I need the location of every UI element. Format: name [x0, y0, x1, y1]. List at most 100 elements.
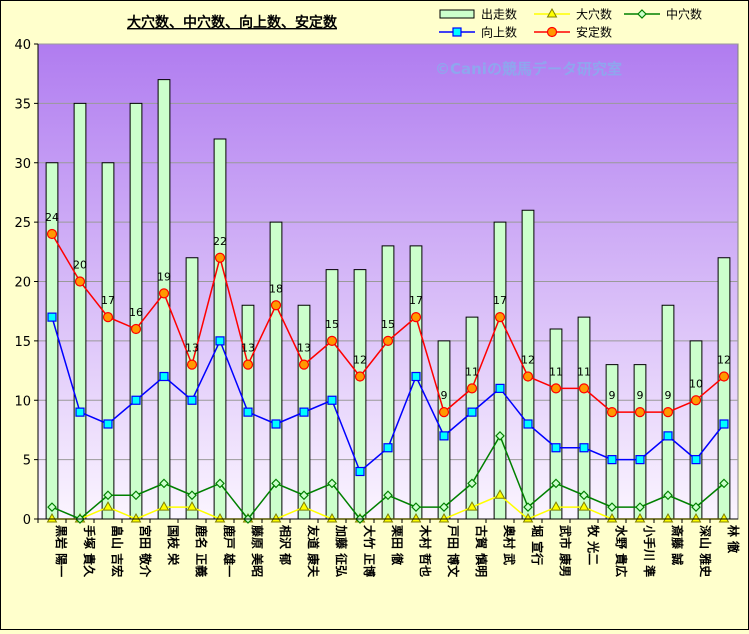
data-point [523, 502, 533, 512]
data-label: 18 [269, 282, 283, 295]
data-point [607, 455, 617, 465]
data-point [298, 501, 310, 511]
data-point [411, 502, 421, 512]
x-tick-label: 鹿戸 雄一 [222, 525, 237, 577]
data-point [606, 512, 618, 523]
data-label: 24 [45, 211, 59, 224]
data-point [326, 335, 338, 346]
data-point [578, 383, 590, 394]
data-point [606, 407, 618, 418]
data-point [467, 478, 477, 489]
x-tick-label: 戸田 博文 [446, 525, 461, 578]
data-label: 15 [325, 318, 339, 331]
data-point [102, 501, 114, 511]
data-label: 12 [521, 354, 535, 367]
data-label: 20 [73, 259, 87, 272]
y-tick-label: 10 [14, 394, 31, 409]
data-label: 9 [637, 389, 644, 402]
x-tick-label: 木村 哲也 [418, 524, 433, 577]
bar [213, 138, 227, 520]
data-point [579, 443, 589, 453]
legend-swatch [439, 9, 475, 19]
y-tick-label: 0 [23, 513, 31, 528]
data-point [159, 478, 169, 489]
data-point [299, 490, 309, 501]
data-point [102, 312, 114, 323]
data-point [438, 407, 450, 418]
data-point [187, 395, 197, 405]
data-point [662, 512, 674, 523]
data-point [298, 359, 310, 370]
data-point [382, 512, 394, 523]
data-label: 13 [297, 342, 311, 355]
data-point [578, 501, 590, 511]
data-point [159, 371, 169, 382]
data-point [718, 512, 730, 523]
data-label: 10 [689, 377, 703, 390]
data-label: 17 [101, 294, 115, 307]
data-point [158, 501, 170, 511]
data-point [690, 395, 702, 406]
data-point [663, 431, 673, 441]
bar [73, 102, 87, 520]
data-point [410, 312, 422, 323]
x-tick-label: 深山 雅史 [698, 525, 713, 578]
x-tick-label: 藤原 美昭 [250, 524, 265, 577]
data-point [326, 512, 338, 523]
data-point [607, 502, 617, 512]
data-point [546, 26, 558, 38]
x-tick-label: 武市 康男 [558, 525, 573, 577]
data-point [634, 407, 646, 418]
data-label: 11 [577, 365, 591, 378]
x-tick-label: 黒岩 陽一 [54, 525, 69, 577]
data-point [74, 276, 86, 287]
bar [605, 364, 619, 520]
data-point [718, 371, 730, 382]
data-point [214, 512, 226, 523]
data-point [382, 335, 394, 346]
bar [549, 328, 563, 520]
data-point [271, 478, 281, 489]
data-point [523, 419, 533, 429]
bar [689, 340, 703, 520]
data-label: 16 [129, 306, 143, 319]
y-tick-label: 20 [14, 276, 31, 291]
x-tick-label: 友道 康夫 [306, 524, 321, 578]
data-point [637, 9, 647, 19]
data-point [327, 395, 337, 405]
data-label: 12 [717, 354, 731, 367]
data-point [186, 501, 198, 511]
data-point [522, 512, 534, 523]
data-point [663, 490, 673, 501]
x-tick-label: 奥村 武 [502, 525, 517, 565]
data-point [439, 502, 449, 512]
x-tick-label: 堀 宣行 [530, 525, 545, 565]
legend-label: 中穴数 [666, 7, 702, 22]
data-point [690, 512, 702, 523]
x-tick-label: 畠山 吉宏 [110, 525, 125, 577]
data-point [452, 27, 462, 37]
data-label: 11 [465, 365, 479, 378]
data-point [546, 7, 558, 18]
x-tick-label: 宮田 敬介 [138, 525, 153, 578]
x-tick-label: 相沢 郁 [278, 525, 293, 565]
series-markers [46, 228, 730, 524]
data-label: 9 [441, 389, 448, 402]
data-label: 17 [493, 294, 507, 307]
data-point [466, 501, 478, 511]
data-point [103, 490, 113, 501]
data-point [46, 228, 58, 240]
data-point [719, 478, 729, 489]
data-point [299, 407, 309, 417]
data-point [354, 371, 366, 382]
x-tick-label: 水野 貴広 [614, 525, 629, 577]
data-point [271, 419, 281, 429]
y-tick-label: 25 [14, 216, 31, 231]
watermark: ©Caniの競馬データ研究室 [435, 60, 622, 78]
bar [381, 245, 395, 520]
data-point [495, 383, 505, 393]
data-point [494, 312, 506, 323]
data-point [410, 512, 422, 523]
data-point [270, 512, 282, 523]
